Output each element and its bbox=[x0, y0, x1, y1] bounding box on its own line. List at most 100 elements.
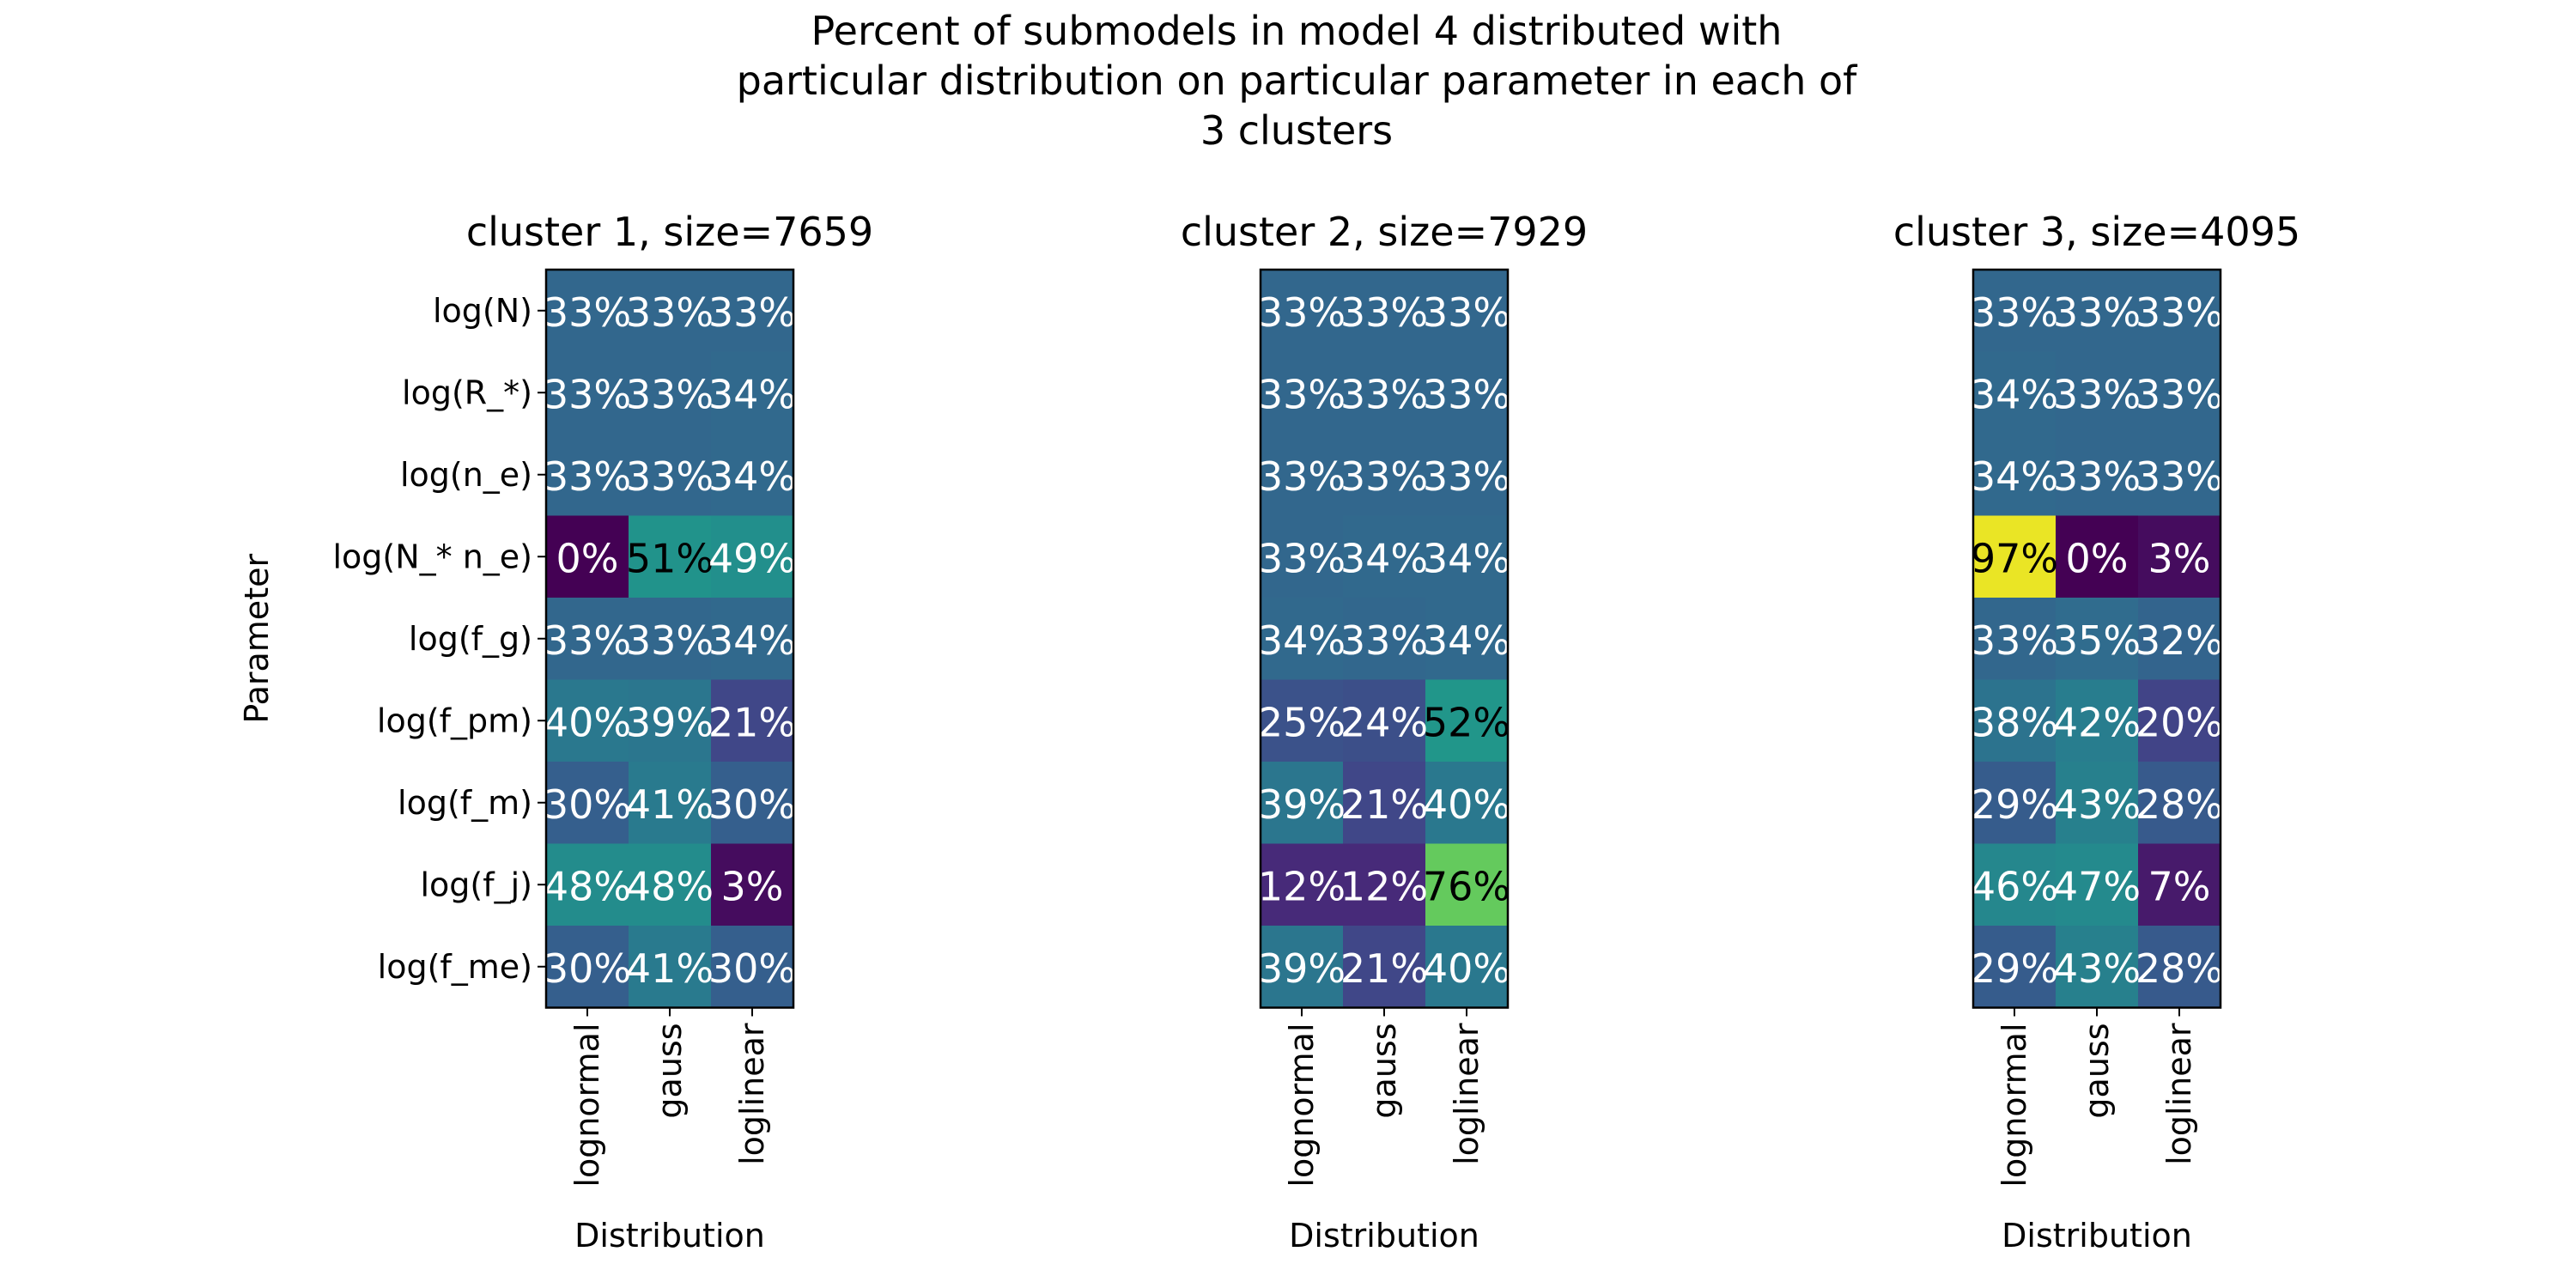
heatmap-cell bbox=[546, 843, 629, 927]
cell-value-label: 48% bbox=[544, 863, 631, 909]
heatmap-cell bbox=[2138, 762, 2221, 844]
cell-value-label: 34% bbox=[1971, 371, 2058, 417]
cell-value-label: 12% bbox=[1340, 863, 1428, 909]
heatmap-cell bbox=[2138, 843, 2221, 927]
cell-value-label: 33% bbox=[2136, 371, 2223, 417]
heatmap-cell bbox=[1425, 926, 1509, 1008]
cell-value-label: 33% bbox=[2053, 289, 2141, 336]
heatmap-cell bbox=[1425, 351, 1509, 434]
cell-value-label: 40% bbox=[1423, 945, 1510, 992]
heatmap-cell bbox=[1343, 515, 1426, 598]
cell-value-label: 33% bbox=[2136, 289, 2223, 336]
cell-value-label: 28% bbox=[2136, 781, 2223, 828]
heatmap-cell bbox=[629, 515, 712, 598]
x-tick-label: gauss bbox=[2078, 1024, 2116, 1119]
heatmap-cell bbox=[1425, 515, 1509, 598]
cell-value-label: 51% bbox=[626, 535, 714, 581]
heatmap-cell bbox=[1425, 270, 1509, 352]
cell-value-label: 30% bbox=[708, 945, 796, 992]
heatmap-cell bbox=[629, 762, 712, 844]
heatmap-cell bbox=[2138, 598, 2221, 680]
cell-value-label: 21% bbox=[1340, 781, 1428, 828]
title-line: particular distribution on particular pa… bbox=[737, 58, 1859, 104]
cell-value-label: 34% bbox=[708, 371, 796, 417]
x-tick-label: lognormal bbox=[1996, 1024, 2033, 1188]
heatmap-cell bbox=[711, 926, 794, 1008]
heatmap-cell bbox=[546, 434, 629, 516]
heatmap-cell bbox=[546, 270, 629, 352]
cell-value-label: 38% bbox=[1971, 699, 2058, 745]
cell-value-label: 33% bbox=[1258, 453, 1346, 500]
cell-value-label: 47% bbox=[2053, 863, 2141, 909]
x-tick-label: lognormal bbox=[1283, 1024, 1321, 1188]
heatmap-cell bbox=[1343, 679, 1426, 762]
heatmap-panel: cluster 2, size=792933%33%33%33%33%33%33… bbox=[1181, 209, 1588, 1255]
heatmap-cell bbox=[1261, 434, 1344, 516]
cell-value-label: 21% bbox=[708, 699, 796, 745]
heatmap-cell bbox=[1261, 679, 1344, 762]
cell-value-label: 34% bbox=[1423, 617, 1510, 664]
heatmap-cell bbox=[1973, 515, 2057, 598]
cell-value-label: 33% bbox=[1258, 535, 1346, 581]
heatmap-cell bbox=[546, 351, 629, 434]
heatmap-cell bbox=[2056, 515, 2139, 598]
cell-value-label: 39% bbox=[1258, 781, 1346, 828]
cell-value-label: 33% bbox=[1423, 371, 1510, 417]
cell-value-label: 33% bbox=[2053, 453, 2141, 500]
cell-value-label: 76% bbox=[1423, 863, 1510, 909]
cell-value-label: 33% bbox=[1423, 289, 1510, 336]
heatmap-cell bbox=[1425, 843, 1509, 927]
cell-value-label: 35% bbox=[2053, 617, 2141, 664]
cell-value-label: 30% bbox=[544, 945, 631, 992]
heatmap-cell bbox=[1973, 926, 2057, 1008]
x-axis-label: Distribution bbox=[1289, 1217, 1479, 1255]
cell-value-label: 41% bbox=[626, 945, 714, 992]
cell-value-label: 28% bbox=[2136, 945, 2223, 992]
heatmap-cell bbox=[1343, 598, 1426, 680]
cell-value-label: 7% bbox=[2148, 863, 2211, 909]
heatmap-cell bbox=[711, 679, 794, 762]
heatmap-cell bbox=[1261, 598, 1344, 680]
heatmap-cell bbox=[711, 598, 794, 680]
cell-value-label: 33% bbox=[626, 617, 714, 664]
cell-value-label: 34% bbox=[1340, 535, 1428, 581]
cell-value-label: 49% bbox=[708, 535, 796, 581]
cell-value-label: 33% bbox=[544, 371, 631, 417]
heatmap-cell bbox=[1343, 762, 1426, 844]
heatmap-cell bbox=[629, 270, 712, 352]
cell-value-label: 40% bbox=[1423, 781, 1510, 828]
cell-value-label: 33% bbox=[1340, 371, 1428, 417]
cell-value-label: 21% bbox=[1340, 945, 1428, 992]
cell-value-label: 33% bbox=[708, 289, 796, 336]
x-tick-label: gauss bbox=[1365, 1024, 1403, 1119]
heatmap-cell bbox=[1973, 270, 2057, 352]
heatmap-cell bbox=[1343, 843, 1426, 927]
cell-value-label: 46% bbox=[1971, 863, 2058, 909]
heatmap-cell bbox=[1973, 598, 2057, 680]
heatmap-cell bbox=[2138, 515, 2221, 598]
heatmap-cell bbox=[629, 351, 712, 434]
cell-value-label: 34% bbox=[1423, 535, 1510, 581]
heatmap-cell bbox=[2138, 679, 2221, 762]
heatmap-cell bbox=[711, 434, 794, 516]
cell-value-label: 20% bbox=[2136, 699, 2223, 745]
cell-value-label: 34% bbox=[708, 453, 796, 500]
heatmap-cell bbox=[1343, 926, 1426, 1008]
heatmap-cell bbox=[629, 679, 712, 762]
heatmap-cell bbox=[2056, 434, 2139, 516]
heatmap-cell bbox=[2056, 598, 2139, 680]
cell-value-label: 39% bbox=[1258, 945, 1346, 992]
heatmap-cell bbox=[1973, 351, 2057, 434]
cell-value-label: 33% bbox=[2136, 453, 2223, 500]
heatmap-cell bbox=[2056, 762, 2139, 844]
heatmap-cell bbox=[2138, 270, 2221, 352]
cell-value-label: 33% bbox=[1340, 617, 1428, 664]
heatmap-cell bbox=[629, 434, 712, 516]
heatmap-cell bbox=[1261, 762, 1344, 844]
cell-value-label: 43% bbox=[2053, 781, 2141, 828]
x-tick-label: gauss bbox=[651, 1024, 689, 1119]
cell-value-label: 34% bbox=[1971, 453, 2058, 500]
cell-value-label: 33% bbox=[1423, 453, 1510, 500]
cell-value-label: 42% bbox=[2053, 699, 2141, 745]
